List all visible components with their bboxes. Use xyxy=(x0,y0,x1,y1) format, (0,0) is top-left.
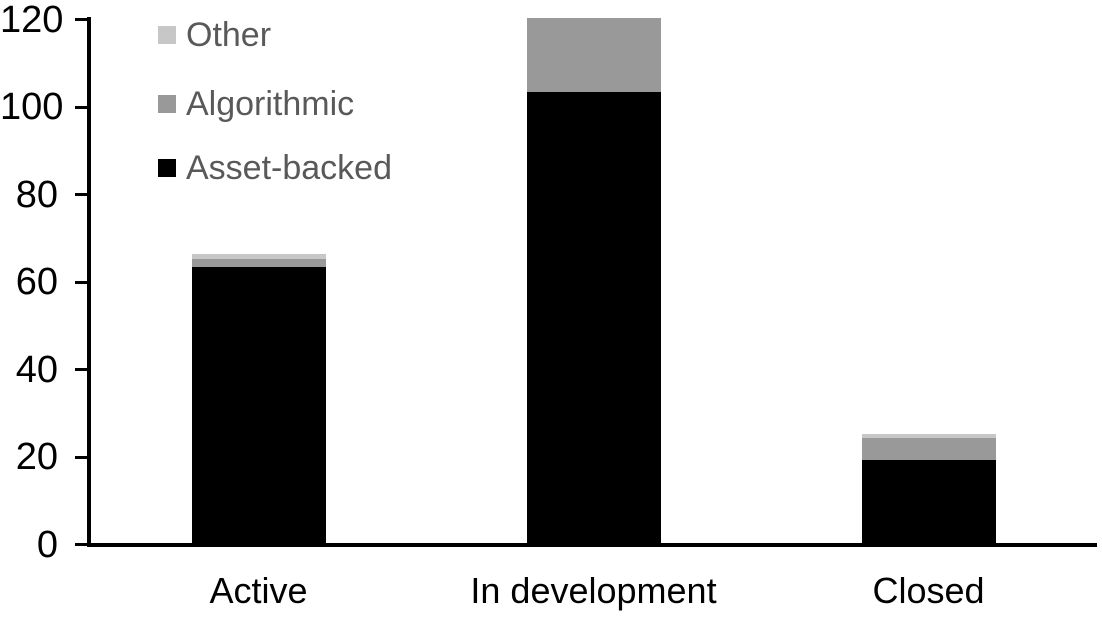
bar-active xyxy=(191,254,326,543)
y-tick-label: 120 xyxy=(0,0,64,41)
bar-segment-algorithmic xyxy=(526,18,661,93)
bar-segment-asset-backed xyxy=(526,92,661,543)
y-tick-mark xyxy=(75,543,88,546)
legend-swatch-algorithmic-icon xyxy=(158,95,176,113)
x-axis-label-active: Active xyxy=(209,570,308,611)
bar-segment-other xyxy=(191,254,326,259)
x-axis-label-closed: Closed xyxy=(872,570,985,611)
y-tick-mark xyxy=(75,455,88,459)
y-tick-label: 100 xyxy=(0,86,64,128)
x-axis-label-in-development: In development xyxy=(470,570,717,611)
y-tick-label: 20 xyxy=(15,436,58,478)
bar-segment-algorithmic xyxy=(861,438,996,460)
y-tick-label: 60 xyxy=(15,261,58,303)
y-tick-mark xyxy=(75,193,88,196)
legend-label-asset-backed: Asset-backed xyxy=(186,149,392,187)
y-tick-mark xyxy=(75,280,88,284)
bar-segment-algorithmic xyxy=(191,258,326,268)
y-tick-mark xyxy=(75,368,88,371)
legend-swatch-other-icon xyxy=(158,26,176,44)
y-axis-line xyxy=(87,17,91,547)
legend-label-other: Other xyxy=(186,16,272,54)
y-tick-label: 0 xyxy=(36,523,58,566)
y-tick-label: 80 xyxy=(15,173,58,216)
legend-swatch-asset-backed-icon xyxy=(158,159,176,177)
x-axis-line xyxy=(87,543,1097,547)
y-tick-mark xyxy=(75,105,88,109)
y-tick-mark xyxy=(75,18,88,21)
legend-label-algorithmic: Algorithmic xyxy=(186,85,355,123)
y-tick-label: 40 xyxy=(15,348,58,391)
legend-item-asset-backed: Asset-backed xyxy=(158,149,392,187)
bar-closed xyxy=(861,433,996,543)
bar-in-development xyxy=(526,18,661,543)
legend-item-algorithmic: Algorithmic xyxy=(158,85,354,123)
bar-segment-asset-backed xyxy=(861,459,996,543)
legend-item-other: Other xyxy=(158,16,271,54)
bar-segment-other xyxy=(861,433,996,438)
bar-segment-asset-backed xyxy=(191,267,326,543)
